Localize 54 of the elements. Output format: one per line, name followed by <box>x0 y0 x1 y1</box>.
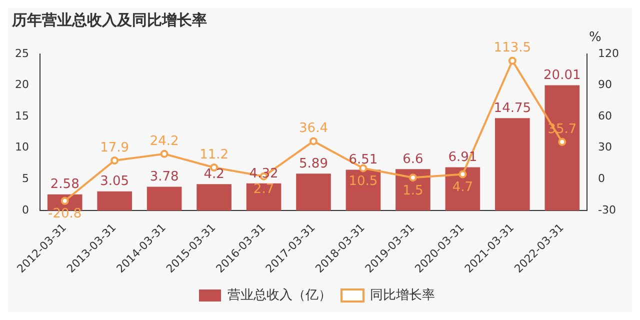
y-tick-label: 10 <box>14 140 29 154</box>
point <box>60 196 69 205</box>
y2-tick-label: -30 <box>598 203 616 216</box>
data-label: 1.5 <box>402 183 424 198</box>
point <box>160 150 168 158</box>
y-tick-label: 20 <box>14 78 29 92</box>
data-label: 6.51 <box>348 152 378 168</box>
legend-label: 同比增长率 <box>370 286 435 303</box>
bar <box>445 167 480 210</box>
data-label: 113.5 <box>494 40 532 56</box>
bar <box>196 184 232 210</box>
bar <box>146 186 182 210</box>
data-label: 5.89 <box>299 156 328 172</box>
data-label: 6.6 <box>402 152 424 168</box>
point <box>310 137 318 146</box>
bar <box>296 174 331 210</box>
data-label: 20.01 <box>544 68 581 84</box>
data-label: 3.05 <box>100 174 130 190</box>
data-label: 24.2 <box>150 134 179 149</box>
bar <box>495 118 530 210</box>
bar <box>246 183 282 210</box>
y-tick-label: 25 <box>14 46 29 60</box>
data-label: 2.58 <box>50 177 80 192</box>
data-label: 10.5 <box>348 174 378 190</box>
bar <box>544 85 580 210</box>
y2-axis-title: % <box>589 30 602 45</box>
y2-tick-label: 120 <box>598 46 620 60</box>
data-label: -20.8 <box>48 206 82 222</box>
point <box>558 138 566 146</box>
legend-label: 营业总收入（亿） <box>228 288 332 303</box>
y-tick-label: 0 <box>22 203 29 216</box>
point <box>359 164 368 172</box>
data-label: 3.78 <box>150 170 179 185</box>
y2-tick-label: 30 <box>598 140 612 154</box>
point <box>508 56 516 65</box>
data-label: 11.2 <box>200 147 229 162</box>
y-tick-label: 5 <box>22 172 29 186</box>
point <box>408 174 417 182</box>
y2-tick-label: 60 <box>598 109 612 122</box>
y2-tick-label: 90 <box>598 78 612 92</box>
y-tick-label: 15 <box>14 109 29 122</box>
bar <box>97 191 132 210</box>
data-label: 4.2 <box>204 167 224 182</box>
bar <box>346 170 381 210</box>
data-label: 4.7 <box>452 180 474 196</box>
bar <box>396 169 430 210</box>
data-label: 17.9 <box>100 140 130 156</box>
data-label: 36.4 <box>299 121 328 136</box>
data-label: 14.75 <box>494 101 532 116</box>
point <box>458 170 467 178</box>
data-label: 2.7 <box>253 182 274 198</box>
point <box>110 156 119 164</box>
chart-title: 历年营业总收入及同比增长率 <box>11 10 207 29</box>
y2-tick-label: 0 <box>598 172 606 186</box>
